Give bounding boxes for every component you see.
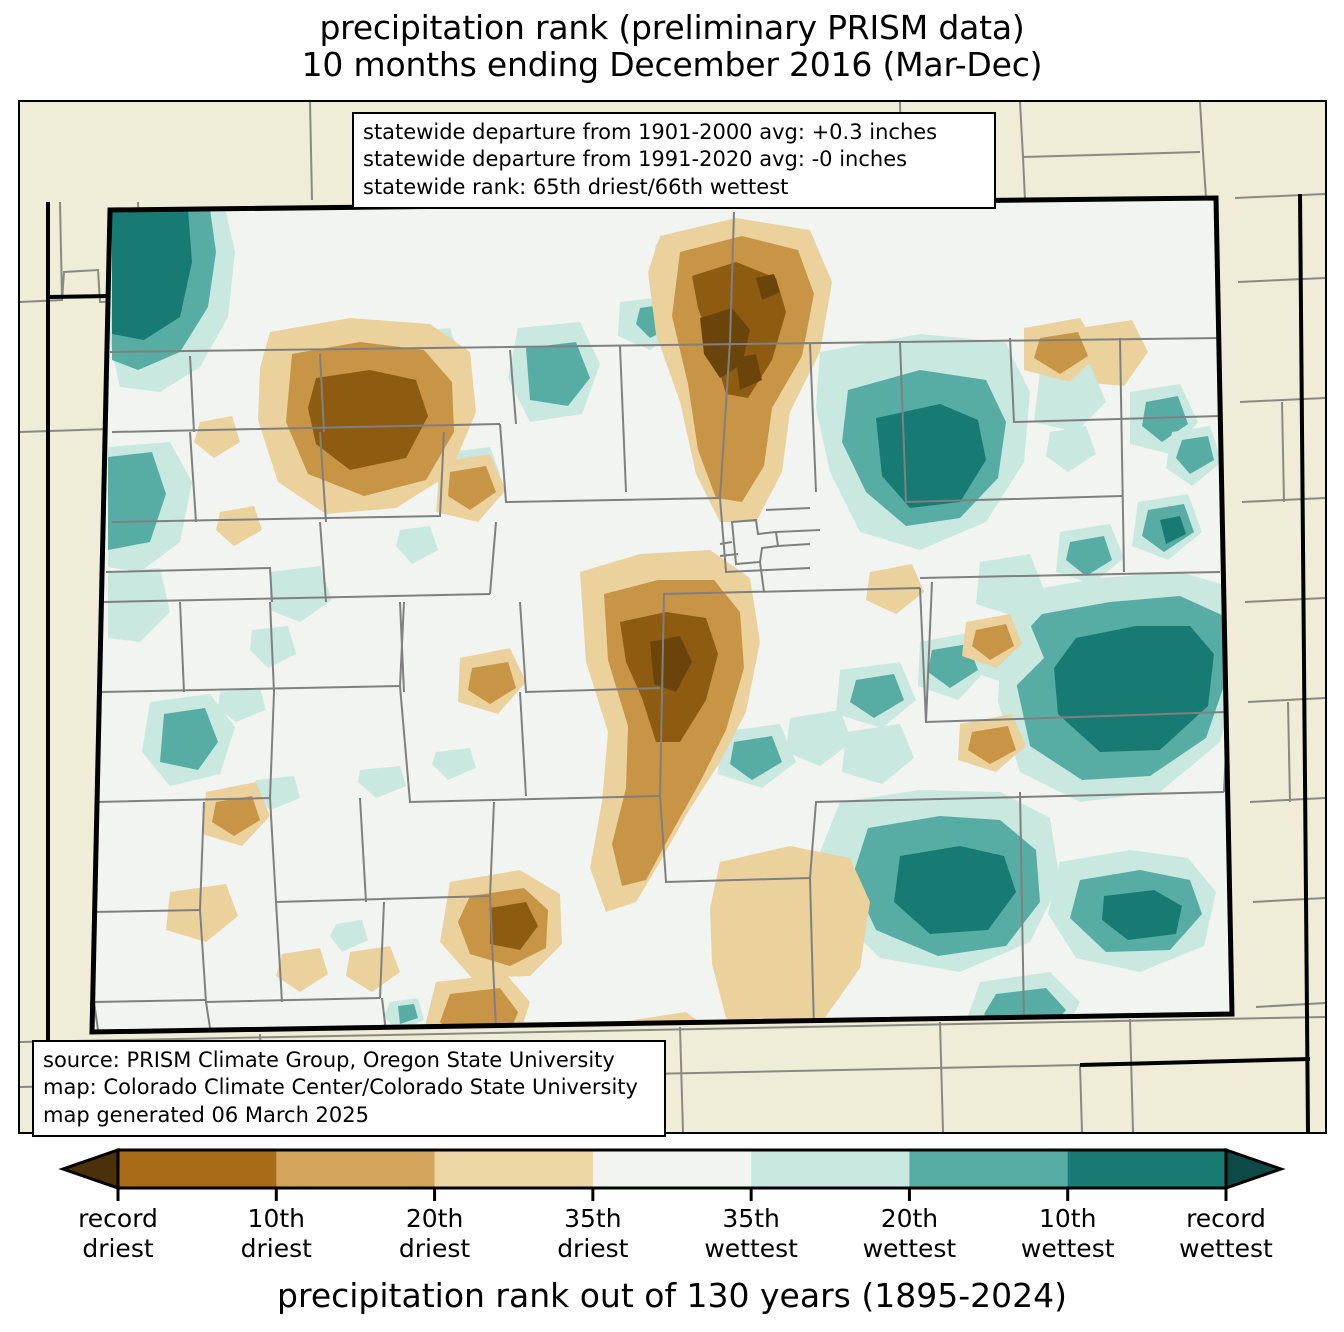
colorbar-label-5-bottom: wettest (862, 1233, 957, 1263)
title-line-1: precipitation rank (preliminary PRISM da… (319, 8, 1025, 47)
title-line-2: 10 months ending December 2016 (Mar-Dec) (301, 44, 1043, 84)
colorbar-label-2-top: 20th (405, 1204, 464, 1233)
caption-text: precipitation rank out of 130 years (189… (277, 1276, 1067, 1315)
colorbar-svg (58, 1147, 1286, 1201)
colorbar-caption: precipitation rank out of 130 years (189… (0, 1276, 1344, 1315)
colorbar-outline (116, 1148, 1228, 1190)
colorbar-label-5: 20th wettest (814, 1204, 1004, 1263)
colorbar-label-7-bottom: wettest (1179, 1233, 1273, 1263)
colorbar-band-extend-low (58, 1147, 120, 1191)
colorbar-label-3: 35th driest (498, 1204, 688, 1263)
colorbar-label-0-bottom: driest (82, 1233, 154, 1263)
colorbar-band-0 (118, 1150, 277, 1188)
colorbar-band-4 (751, 1150, 911, 1188)
colorbar-label-2-bottom: driest (398, 1233, 471, 1263)
colorbar-band-6 (1067, 1150, 1227, 1188)
colorbar-label-6-bottom: wettest (1020, 1233, 1115, 1263)
colorbar-label-4-bottom: wettest (704, 1233, 798, 1263)
colorbar-band-5 (909, 1150, 1069, 1188)
map-canvas (18, 100, 1327, 1134)
map-credit-line: map: Colorado Climate Center/Colorado St… (43, 1075, 638, 1100)
colorado-interior (92, 198, 1232, 1032)
colorbar-band-1 (276, 1150, 436, 1188)
page-title: precipitation rank (preliminary PRISM da… (0, 8, 1344, 84)
colorbar-label-1: 10th driest (181, 1204, 371, 1263)
colorbar-bands (58, 1147, 1286, 1191)
stat-departure-1901-2000: statewide departure from 1901-2000 avg: … (363, 120, 938, 144)
source-attribution-box: source: PRISM Climate Group, Oregon Stat… (32, 1040, 666, 1137)
colorbar-label-3-top: 35th (564, 1204, 622, 1233)
colorbar-label-1-top: 10th (247, 1204, 306, 1233)
map-generated-line: map generated 06 March 2025 (43, 1102, 370, 1127)
colorbar-label-5-top: 20th (880, 1204, 939, 1233)
colorbar-label-7: record wettest (1131, 1204, 1321, 1263)
colorbar-label-0: record driest (23, 1204, 213, 1263)
colorbar-label-7-top: record (1186, 1204, 1266, 1233)
colorbar-label-4-top: 35th (722, 1204, 780, 1233)
colorbar-band-3 (592, 1150, 752, 1188)
colorbar-band-2 (434, 1150, 594, 1188)
dry-anomaly-contours (166, 218, 1100, 1032)
colorbar-label-6: 10th wettest (973, 1204, 1163, 1263)
colorbar-band-extend-high (1224, 1147, 1286, 1191)
colorbar-label-0-top: record (78, 1204, 158, 1233)
colorbar-label-3-bottom: driest (557, 1233, 629, 1263)
colorbar-ticks (116, 1188, 1228, 1201)
colorado-precipitation-rank-map (20, 102, 1325, 1132)
colorbar-label-4: 35th wettest (656, 1204, 846, 1263)
statewide-stats-box: statewide departure from 1901-2000 avg: … (352, 112, 996, 209)
colorbar (0, 1144, 1344, 1202)
colorbar-label-6-top: 10th (1038, 1204, 1097, 1233)
stat-departure-1991-2020: statewide departure from 1991-2020 avg: … (363, 147, 908, 172)
source-line: source: PRISM Climate Group, Oregon Stat… (43, 1048, 615, 1072)
colorbar-tick-labels: record driest 10th driest 20th driest 35th drie… (0, 1204, 1344, 1266)
stat-statewide-rank: statewide rank: 65th driest/66th wettest (363, 174, 789, 199)
colorbar-label-2: 20th driest (340, 1204, 530, 1263)
colorbar-label-1-bottom: driest (240, 1233, 312, 1263)
